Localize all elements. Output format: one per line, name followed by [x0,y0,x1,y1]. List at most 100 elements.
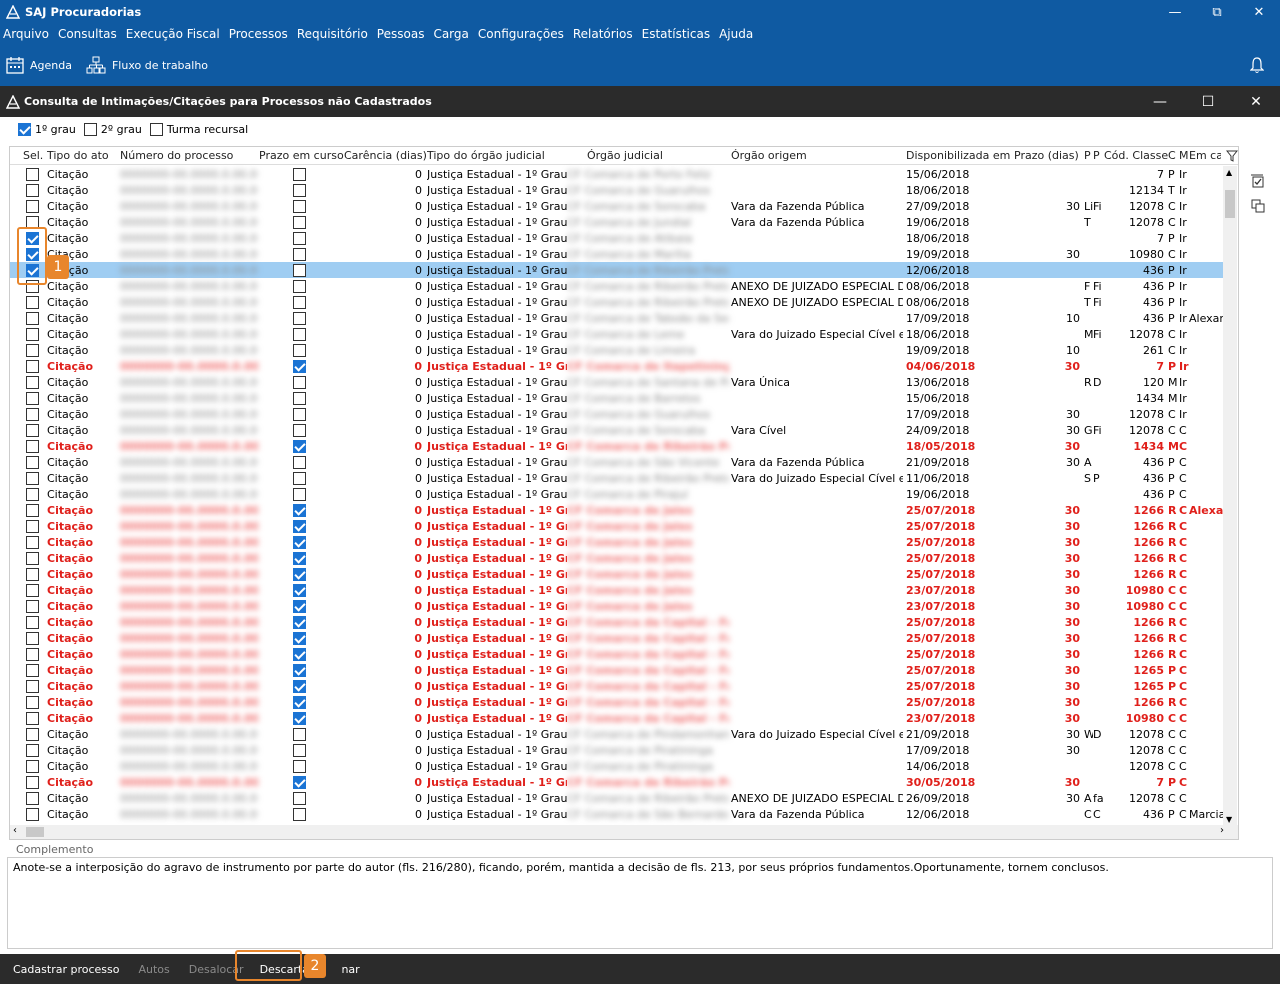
prazo-em-curso-checkbox[interactable] [293,792,306,805]
table-row[interactable]: Citação0000000-00.0000.0.00.00000Justiça… [10,374,1225,390]
table-row[interactable]: Citação0000000-00.0000.0.00.00000Justiça… [10,518,1225,534]
row-select-checkbox[interactable] [26,312,39,325]
col-carencia[interactable]: Carência (dias) [344,149,427,162]
table-row[interactable]: Citação0000000-00.0000.0.00.00000Justiça… [10,742,1225,758]
row-select-checkbox[interactable] [26,440,39,453]
row-select-checkbox[interactable] [26,248,39,261]
row-select-checkbox[interactable] [26,424,39,437]
prazo-em-curso-checkbox[interactable] [293,760,306,773]
row-select-checkbox[interactable] [26,376,39,389]
table-row[interactable]: Citação0000000-00.0000.0.00.00000Justiça… [10,438,1225,454]
filter-2-grau[interactable]: 2º grau [83,123,142,136]
col-p[interactable]: P [1084,149,1091,162]
table-row[interactable]: Citação0000000-00.0000.0.00.00000Justiça… [10,806,1225,822]
row-select-checkbox[interactable] [26,648,39,661]
table-row[interactable]: Citação0000000-00.0000.0.00.00000Justiça… [10,246,1225,262]
prazo-em-curso-checkbox[interactable] [293,424,306,437]
row-select-checkbox[interactable] [26,184,39,197]
row-select-checkbox[interactable] [26,328,39,341]
prazo-em-curso-checkbox[interactable] [293,328,306,341]
checkbox-1-grau[interactable] [18,123,31,136]
prazo-em-curso-checkbox[interactable] [293,168,306,181]
row-select-checkbox[interactable] [26,264,39,277]
table-row[interactable]: Citação0000000-00.0000.0.00.00000Justiça… [10,310,1225,326]
scroll-up-icon[interactable]: ▲ [1226,168,1233,177]
col-em-cad[interactable]: Em cad [1189,149,1221,162]
autos-button[interactable]: Autos [138,962,170,976]
prazo-em-curso-checkbox[interactable] [293,184,306,197]
scroll-down-icon[interactable]: ▼ [1226,815,1233,824]
cadastrar-processo-button[interactable]: Cadastrar processo [13,962,120,976]
row-select-checkbox[interactable] [26,456,39,469]
table-row[interactable]: Citação0000000-00.0000.0.00.00000Justiça… [10,422,1225,438]
table-row[interactable]: Citação0000000-00.0000.0.00.00000Justiça… [10,454,1225,470]
table-row[interactable]: Citação0000000-00.0000.0.00.00000Justiça… [10,550,1225,566]
row-select-checkbox[interactable] [26,776,39,789]
row-select-checkbox[interactable] [26,296,39,309]
prazo-em-curso-checkbox[interactable] [293,680,306,693]
prazo-em-curso-checkbox[interactable] [293,408,306,421]
desalocar-button[interactable]: Desalocar [188,962,244,976]
minimize-button[interactable]: — [1168,4,1182,20]
col-cod-classe[interactable]: Cód. Classe [1104,149,1169,162]
row-select-checkbox[interactable] [26,600,39,613]
menu-item[interactable]: Configurações [477,27,564,41]
table-row[interactable]: Citação0000000-00.0000.0.00.00000Justiça… [10,342,1225,358]
row-select-checkbox[interactable] [26,728,39,741]
row-select-checkbox[interactable] [26,536,39,549]
bell-icon[interactable] [1250,56,1264,74]
prazo-em-curso-checkbox[interactable] [293,472,306,485]
table-row[interactable]: Citação0000000-00.0000.0.00.00000Justiça… [10,646,1225,662]
prazo-em-curso-checkbox[interactable] [293,392,306,405]
table-row[interactable]: Citação0000000-00.0000.0.00.00000Justiça… [10,534,1225,550]
menu-item[interactable]: Pessoas [376,27,425,41]
row-select-checkbox[interactable] [26,744,39,757]
col-pp[interactable]: P [1093,149,1100,162]
row-select-checkbox[interactable] [26,168,39,181]
restore-button[interactable]: ⧉ [1212,4,1222,20]
table-row[interactable]: Citação0000000-00.0000.0.00.00000Justiça… [10,694,1225,710]
vertical-scroll-thumb[interactable] [1225,190,1235,218]
table-row[interactable]: Citação0000000-00.0000.0.00.00000Justiça… [10,230,1225,246]
col-tipo-ato[interactable]: Tipo do ato [47,149,109,162]
col-disponibilizada[interactable]: Disponibilizada em [906,149,1011,162]
prazo-em-curso-checkbox[interactable] [293,248,306,261]
col-m[interactable]: M [1179,149,1189,162]
row-select-checkbox[interactable] [26,200,39,213]
row-select-checkbox[interactable] [26,616,39,629]
table-row[interactable]: Citação0000000-00.0000.0.00.00000Justiça… [10,470,1225,486]
table-row[interactable]: Citação0000000-00.0000.0.00.00000Justiça… [10,486,1225,502]
prazo-em-curso-checkbox[interactable] [293,536,306,549]
row-select-checkbox[interactable] [26,488,39,501]
row-select-checkbox[interactable] [26,712,39,725]
prazo-em-curso-checkbox[interactable] [293,776,306,789]
col-tipo-orgao[interactable]: Tipo do órgão judicial [427,149,545,162]
filter-1-grau[interactable]: 1º grau [18,123,76,136]
prazo-em-curso-checkbox[interactable] [293,808,306,821]
complemento-text[interactable]: Anote-se a interposição do agravo de ins… [7,857,1273,949]
intimacoes-grid[interactable]: Sel. Tipo do ato Número do processo Praz… [9,146,1239,840]
col-prazo-dias[interactable]: Prazo (dias) [1014,149,1079,162]
table-row[interactable]: Citação0000000-00.0000.0.00.00000Justiça… [10,710,1225,726]
table-row[interactable]: Citação0000000-00.0000.0.00.00000Justiça… [10,758,1225,774]
prazo-em-curso-checkbox[interactable] [293,584,306,597]
col-numero[interactable]: Número do processo [120,149,234,162]
row-select-checkbox[interactable] [26,408,39,421]
menu-item[interactable]: Execução Fiscal [125,27,220,41]
prazo-em-curso-checkbox[interactable] [293,632,306,645]
col-prazo-curso[interactable]: Prazo em curso [259,149,344,162]
prazo-em-curso-checkbox[interactable] [293,728,306,741]
fluxo-button[interactable]: Fluxo de trabalho [86,56,208,74]
scroll-right-icon[interactable]: › [1220,825,1224,836]
table-row[interactable]: Citação0000000-00.0000.0.00.00000Justiça… [10,790,1225,806]
prazo-em-curso-checkbox[interactable] [293,200,306,213]
row-select-checkbox[interactable] [26,584,39,597]
alocar-button[interactable]: nar [341,962,360,976]
table-row[interactable]: Citação0000000-00.0000.0.00.00000Justiça… [10,662,1225,678]
row-select-checkbox[interactable] [26,344,39,357]
table-row[interactable]: Citação0000000-00.0000.0.00.00000Justiça… [10,326,1225,342]
table-row[interactable]: Citação0000000-00.0000.0.00.00000Justiça… [10,614,1225,630]
prazo-em-curso-checkbox[interactable] [293,568,306,581]
table-row[interactable]: Citação0000000-00.0000.0.00.00000Justiça… [10,630,1225,646]
row-select-checkbox[interactable] [26,632,39,645]
